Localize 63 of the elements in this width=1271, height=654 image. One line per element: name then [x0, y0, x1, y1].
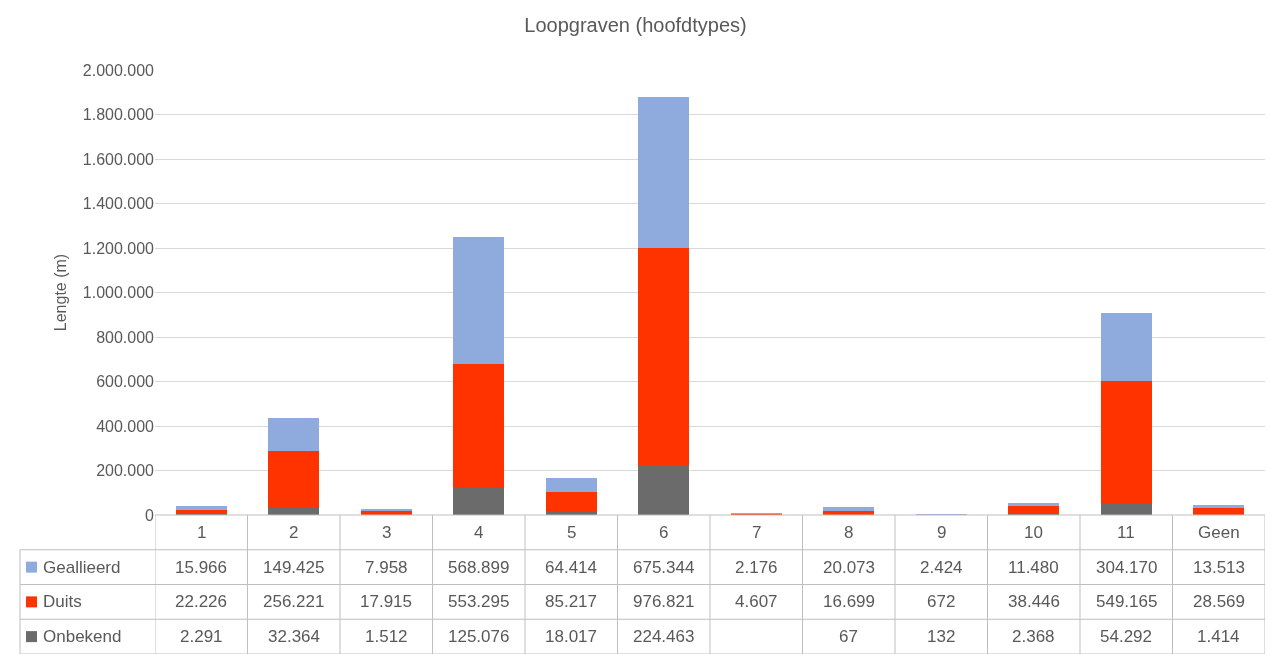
data-label: 672 [927, 592, 956, 611]
y-tick-label: 1.600.000 [82, 150, 155, 168]
chart-title: Loopgraven (hoofdtypes) [524, 14, 747, 36]
data-label: 2.176 [735, 558, 778, 577]
data-label: 4.607 [735, 592, 778, 611]
data-label: 125.076 [448, 627, 510, 646]
data-label: 553.295 [448, 592, 510, 611]
data-label: 149.425 [263, 558, 325, 577]
data-label: 2.368 [1012, 627, 1055, 646]
y-tick-label: 800.000 [96, 328, 155, 346]
y-tick-label: 1.400.000 [82, 195, 155, 213]
data-label: 549.165 [1096, 592, 1158, 611]
legend-label: Onbekend [43, 627, 122, 646]
data-label: 224.463 [633, 627, 695, 646]
y-tick-label: 600.000 [96, 373, 155, 391]
data-label: 256.221 [263, 592, 325, 611]
y-tick-label: 1.200.000 [82, 239, 155, 257]
data-label: 568.899 [448, 558, 510, 577]
data-label: 32.364 [268, 627, 320, 646]
y-tick-label: 1.800.000 [82, 106, 155, 124]
x-tick-label: Geen [1198, 523, 1240, 542]
data-label: 7.958 [365, 558, 408, 577]
y-tick-label: 2.000.000 [82, 61, 155, 79]
data-label: 2.291 [180, 627, 223, 646]
x-tick-label: 11 [1117, 523, 1135, 542]
y-tick-label: 400.000 [96, 417, 155, 435]
data-label: 28.569 [1193, 592, 1245, 611]
x-tick-label: 7 [752, 523, 762, 542]
data-label: 304.170 [1096, 558, 1158, 577]
data-label: 1.512 [365, 627, 408, 646]
data-label: 22.226 [175, 592, 227, 611]
y-tick-label: 0 [145, 506, 155, 524]
data-label: 64.414 [545, 558, 597, 577]
data-label: 132 [927, 627, 956, 646]
x-tick-label: 9 [937, 523, 947, 542]
y-tick-label: 1.000.000 [82, 284, 155, 302]
x-tick-label: 10 [1024, 523, 1043, 542]
data-label: 38.446 [1008, 592, 1060, 611]
data-label: 1.414 [1197, 627, 1240, 646]
data-label: 11.480 [1008, 558, 1059, 577]
data-label: 16.699 [823, 592, 875, 611]
data-label: 54.292 [1100, 627, 1152, 646]
data-label: 15.966 [175, 558, 227, 577]
y-tick-label: 200.000 [96, 462, 155, 480]
x-tick-label: 3 [382, 523, 392, 542]
x-tick-label: 2 [289, 523, 299, 542]
legend-label: Geallieerd [43, 558, 121, 577]
x-tick-label: 1 [197, 523, 207, 542]
y-axis-title: Lengte (m) [51, 253, 69, 332]
data-label: 17.915 [360, 592, 412, 611]
data-label: 675.344 [633, 558, 695, 577]
data-label: 20.073 [823, 558, 875, 577]
x-tick-label: 5 [567, 523, 577, 542]
x-tick-label: 4 [474, 523, 484, 542]
data-label: 18.017 [545, 627, 597, 646]
data-label: 67 [839, 627, 858, 646]
data-label: 976.821 [633, 592, 695, 611]
data-label: 13.513 [1193, 558, 1245, 577]
x-tick-label: 6 [659, 523, 669, 542]
data-label: 2.424 [920, 558, 963, 577]
data-label: 85.217 [545, 592, 597, 611]
legend-label: Duits [43, 592, 82, 611]
x-tick-label: 8 [844, 523, 854, 542]
